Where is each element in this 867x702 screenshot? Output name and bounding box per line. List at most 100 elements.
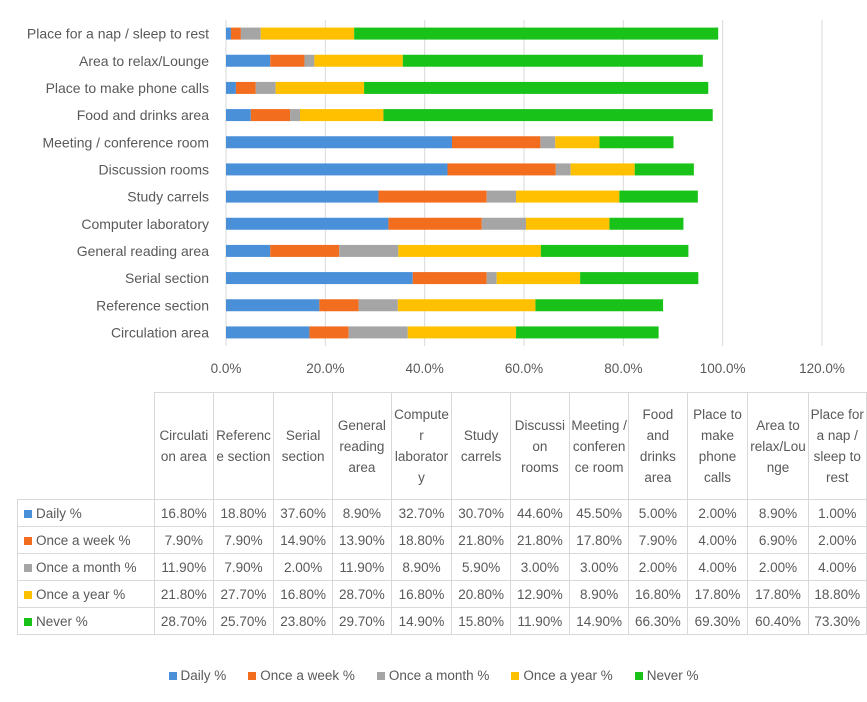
table-cell: 14.90% bbox=[272, 526, 334, 554]
bar-segment bbox=[516, 326, 659, 339]
bar-segment bbox=[275, 81, 365, 94]
table-cell: 3.00% bbox=[569, 553, 630, 581]
table-row: Daily % 16.80% 18.80% 37.60% 8.90% 32.70% 30.7… bbox=[17, 499, 867, 527]
table-cell: 2.00% bbox=[747, 553, 809, 581]
bar-segment bbox=[451, 136, 541, 149]
table-cell: 12.90% bbox=[509, 580, 571, 608]
bar-segment bbox=[290, 109, 301, 122]
table-cell: 18.80% bbox=[390, 526, 453, 554]
bar-segment bbox=[235, 81, 256, 94]
legend-item: Never % bbox=[634, 668, 698, 683]
table-column-header: Circulation area bbox=[153, 392, 214, 500]
bar-segment bbox=[402, 54, 703, 67]
legend-swatch bbox=[24, 563, 32, 572]
table-column-header: General reading area bbox=[332, 392, 392, 500]
bar-segment bbox=[486, 272, 497, 285]
legend-label: Daily % bbox=[180, 668, 227, 683]
table-cell: 7.90% bbox=[212, 526, 274, 554]
x-tick-label: 40.0% bbox=[406, 361, 444, 376]
bar-segment bbox=[230, 27, 241, 40]
bar-segment bbox=[525, 217, 610, 230]
table-cell: 17.80% bbox=[686, 580, 749, 608]
legend-swatch bbox=[24, 509, 32, 518]
bar-segment bbox=[580, 272, 699, 285]
bar-segment bbox=[398, 244, 541, 257]
table-row-header: Once a week % bbox=[17, 526, 155, 554]
bar-segment bbox=[535, 299, 664, 312]
table-cell: 18.80% bbox=[807, 580, 867, 608]
bar-segment bbox=[447, 163, 556, 176]
bar-segment bbox=[412, 272, 487, 285]
table-cell: 18.80% bbox=[212, 499, 274, 527]
table-cell: 27.70% bbox=[212, 580, 274, 608]
bar-segment bbox=[226, 27, 231, 40]
table-cell: 21.80% bbox=[509, 526, 571, 554]
category-label: Serial section bbox=[125, 270, 209, 286]
bar-segment bbox=[226, 217, 389, 230]
table-cell: 11.90% bbox=[332, 553, 392, 581]
bar-segment bbox=[314, 54, 403, 67]
legend-label: Once a week % bbox=[260, 668, 355, 683]
table-cell: 2.00% bbox=[807, 526, 867, 554]
table-cell: 23.80% bbox=[272, 607, 334, 635]
bar-segment bbox=[300, 109, 384, 122]
table-cell: 16.80% bbox=[272, 580, 334, 608]
bar-segment bbox=[486, 190, 517, 203]
table-cell: 66.30% bbox=[628, 607, 688, 635]
table-cell: 25.70% bbox=[212, 607, 274, 635]
bar-segment bbox=[358, 299, 398, 312]
legend-label: Once a month % bbox=[388, 668, 490, 683]
bar-segment bbox=[226, 190, 379, 203]
table-cell: 6.90% bbox=[747, 526, 809, 554]
table-cell: 14.90% bbox=[569, 607, 630, 635]
table-cell: 17.80% bbox=[747, 580, 809, 608]
bar-segment bbox=[599, 136, 674, 149]
table-cell: 21.80% bbox=[451, 526, 511, 554]
table-cell: 7.90% bbox=[212, 553, 274, 581]
table-cell: 8.90% bbox=[569, 580, 630, 608]
bar-segment bbox=[397, 299, 536, 312]
bar-segment bbox=[226, 244, 271, 257]
table-cell: 11.90% bbox=[153, 553, 214, 581]
legend-item: Once a week % bbox=[248, 668, 355, 683]
bar-segment bbox=[383, 109, 713, 122]
category-label: Circulation area bbox=[111, 324, 209, 340]
table-column-header: Area to relax/Lounge bbox=[747, 392, 809, 500]
table-column-header: Study carrels bbox=[451, 392, 511, 500]
bar-segment bbox=[516, 190, 620, 203]
bar-segment bbox=[309, 326, 349, 339]
legend-swatch bbox=[24, 590, 32, 599]
category-label: Food and drinks area bbox=[77, 107, 210, 123]
table-cell: 2.00% bbox=[686, 499, 749, 527]
table-column-header: Serial section bbox=[272, 392, 334, 500]
legend-item: Daily % bbox=[168, 668, 227, 683]
table-cell: 73.30% bbox=[807, 607, 867, 635]
bar-segment bbox=[226, 81, 236, 94]
table-column-header: Place for a nap / sleep to rest bbox=[807, 392, 867, 500]
table-cell: 28.70% bbox=[332, 580, 392, 608]
legend: Daily % Once a week % Once a month % Once a… bbox=[0, 668, 867, 683]
table-cell: 2.00% bbox=[628, 553, 688, 581]
table-cell: 16.80% bbox=[628, 580, 688, 608]
table-row: Once a year % 21.80% 27.70% 16.80% 28.70% 16.… bbox=[17, 580, 867, 608]
bar-segment bbox=[226, 326, 310, 339]
legend-swatch bbox=[376, 671, 385, 680]
legend-item: Once a year % bbox=[511, 668, 613, 683]
x-tick-label: 20.0% bbox=[306, 361, 344, 376]
table-cell: 28.70% bbox=[153, 607, 214, 635]
table-row: Once a week % 7.90% 7.90% 14.90% 13.90% 18.80… bbox=[17, 526, 867, 554]
bar-segment bbox=[270, 54, 305, 67]
table-cell: 14.90% bbox=[390, 607, 453, 635]
table-column-header: Reference section bbox=[212, 392, 274, 500]
bar-segment bbox=[555, 163, 571, 176]
table-cell: 8.90% bbox=[390, 553, 453, 581]
table-cell: 45.50% bbox=[569, 499, 630, 527]
table-cell: 4.00% bbox=[807, 553, 867, 581]
table-cell: 16.80% bbox=[390, 580, 453, 608]
table-cell: 32.70% bbox=[390, 499, 453, 527]
bar-segment bbox=[226, 163, 448, 176]
legend-swatch bbox=[634, 671, 643, 680]
x-tick-label: 100.0% bbox=[700, 361, 746, 376]
bar-segment bbox=[609, 217, 684, 230]
